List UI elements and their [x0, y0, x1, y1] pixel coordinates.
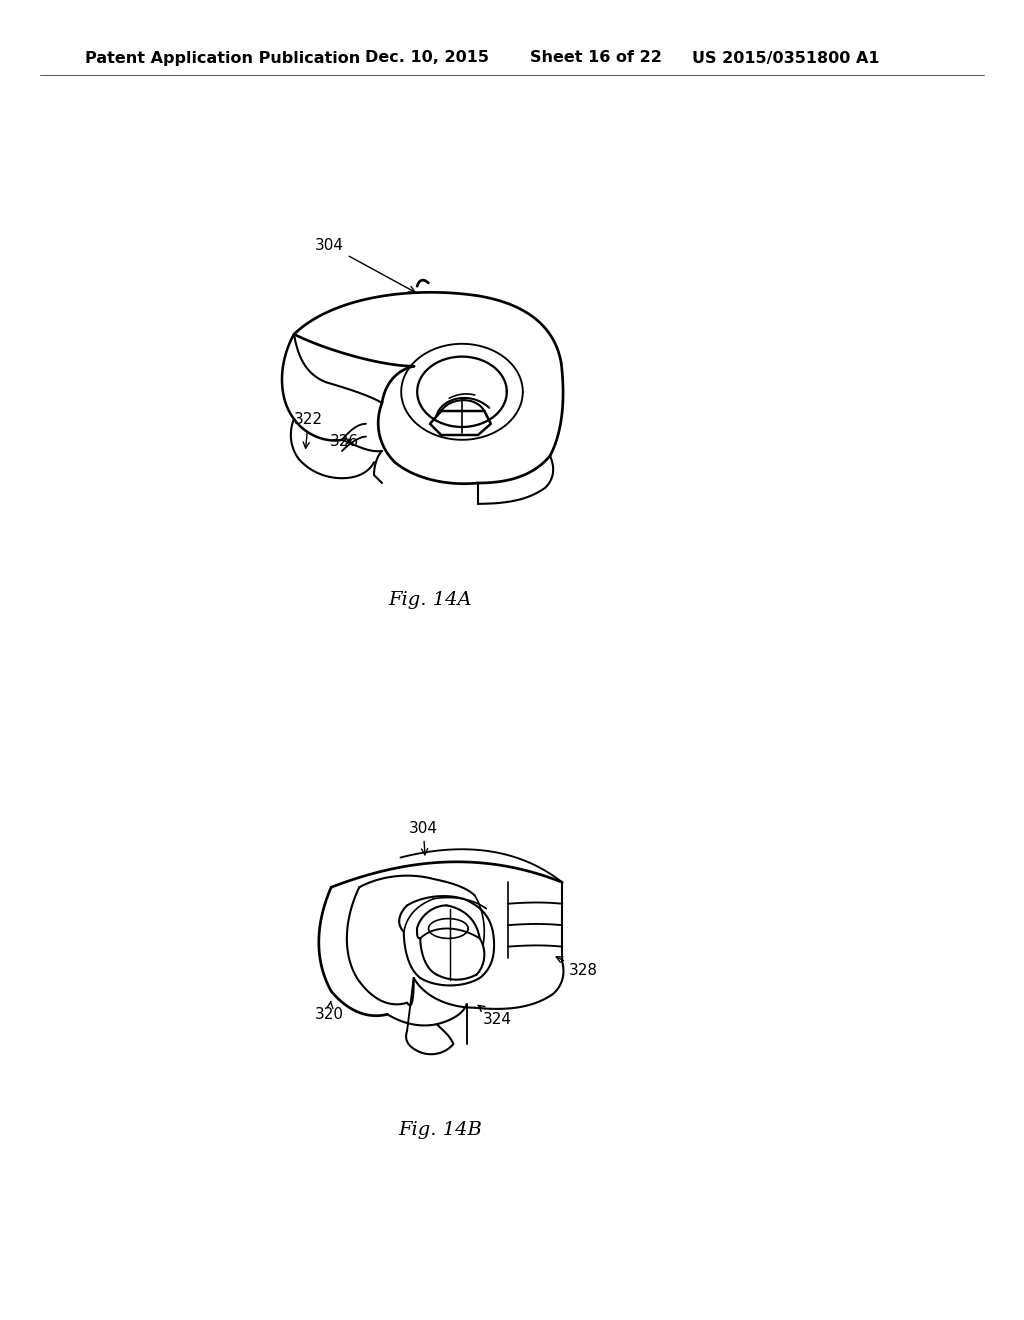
Text: 322: 322 [294, 412, 323, 449]
Text: Fig. 14A: Fig. 14A [388, 591, 472, 609]
Text: 304: 304 [409, 821, 437, 855]
Text: Fig. 14B: Fig. 14B [398, 1121, 482, 1139]
Text: 320: 320 [314, 1002, 344, 1022]
Text: 328: 328 [556, 957, 598, 978]
Text: Sheet 16 of 22: Sheet 16 of 22 [530, 50, 662, 66]
Text: Patent Application Publication: Patent Application Publication [85, 50, 360, 66]
Text: US 2015/0351800 A1: US 2015/0351800 A1 [692, 50, 880, 66]
Text: 304: 304 [315, 238, 415, 292]
Text: 324: 324 [478, 1006, 512, 1027]
Text: Dec. 10, 2015: Dec. 10, 2015 [365, 50, 489, 66]
Text: 326: 326 [330, 434, 359, 449]
